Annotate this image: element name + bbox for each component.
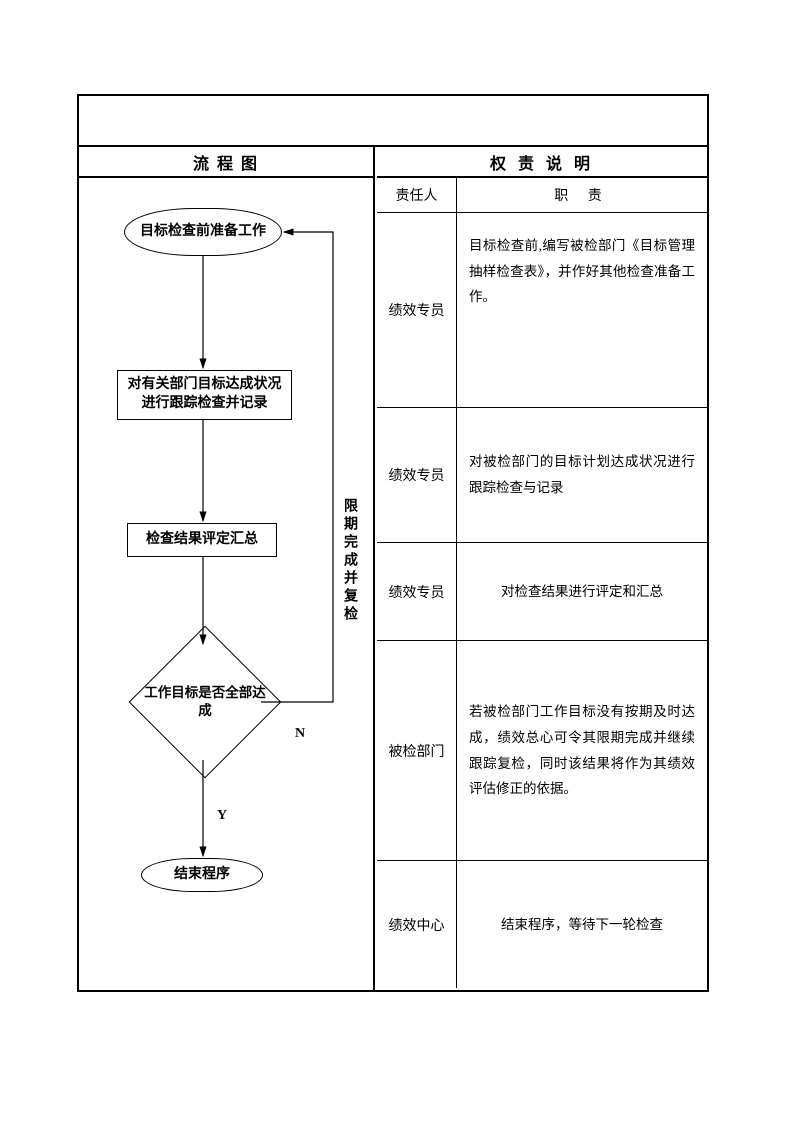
resp-duty-4: 若被检部门工作目标没有按期及时达成，绩效总心可令其限期完成并继续跟踪复检，同时该… <box>457 641 707 860</box>
resp-duty-5: 结束程序，等待下一轮检查 <box>457 861 707 988</box>
resp-duty-4-text: 若被检部门工作目标没有按期及时达成，绩效总心可令其限期完成并继续跟踪复检，同时该… <box>469 699 695 802</box>
resp-person-2: 绩效专员 <box>377 408 457 542</box>
resp-person-4: 被检部门 <box>377 641 457 860</box>
resp-person-5: 绩效中心 <box>377 861 457 988</box>
responsibility-panel: 责任人 职 责 绩效专员 目标检查前,编写被检部门《目标管理抽样检查表》，并作好… <box>377 178 707 990</box>
flowchart-panel: 目标检查前准备工作 对有关部门目标达成状况进行跟踪检查并记录 检查结果评定汇总 … <box>79 178 375 990</box>
resp-row-5: 绩效中心 结束程序，等待下一轮检查 <box>377 861 707 988</box>
resp-duty-1-text: 目标检查前,编写被检部门《目标管理抽样检查表》，并作好其他检查准备工作。 <box>469 233 695 310</box>
resp-duty-3: 对检查结果进行评定和汇总 <box>457 543 707 640</box>
resp-person-1: 绩效专员 <box>377 213 457 407</box>
resp-duty-2-text: 对被检部门的目标计划达成状况进行跟踪检查与记录 <box>469 449 695 500</box>
flowchart-arrows <box>79 178 375 990</box>
label-no: N <box>295 726 305 742</box>
header-flowchart: 流 程 图 <box>79 147 375 178</box>
resp-duty-1: 目标检查前,编写被检部门《目标管理抽样检查表》，并作好其他检查准备工作。 <box>457 213 707 407</box>
resp-row-2: 绩效专员 对被检部门的目标计划达成状况进行跟踪检查与记录 <box>377 408 707 543</box>
subheader-duty: 职 责 <box>457 178 707 213</box>
resp-duty-5-text: 结束程序，等待下一轮检查 <box>501 912 663 938</box>
resp-duty-3-text: 对检查结果进行评定和汇总 <box>501 579 663 605</box>
resp-row-3: 绩效专员 对检查结果进行评定和汇总 <box>377 543 707 641</box>
loop-side-label: 限期完成并复检 <box>339 498 359 624</box>
resp-row-4: 被检部门 若被检部门工作目标没有按期及时达成，绩效总心可令其限期完成并继续跟踪复… <box>377 641 707 861</box>
label-yes: Y <box>217 808 227 824</box>
subheader-person: 责任人 <box>377 178 457 213</box>
header-responsibility: 权 责 说 明 <box>377 147 707 178</box>
resp-row-1: 绩效专员 目标检查前,编写被检部门《目标管理抽样检查表》，并作好其他检查准备工作… <box>377 213 707 408</box>
resp-duty-2: 对被检部门的目标计划达成状况进行跟踪检查与记录 <box>457 408 707 542</box>
resp-person-3: 绩效专员 <box>377 543 457 640</box>
title-row <box>79 96 707 147</box>
